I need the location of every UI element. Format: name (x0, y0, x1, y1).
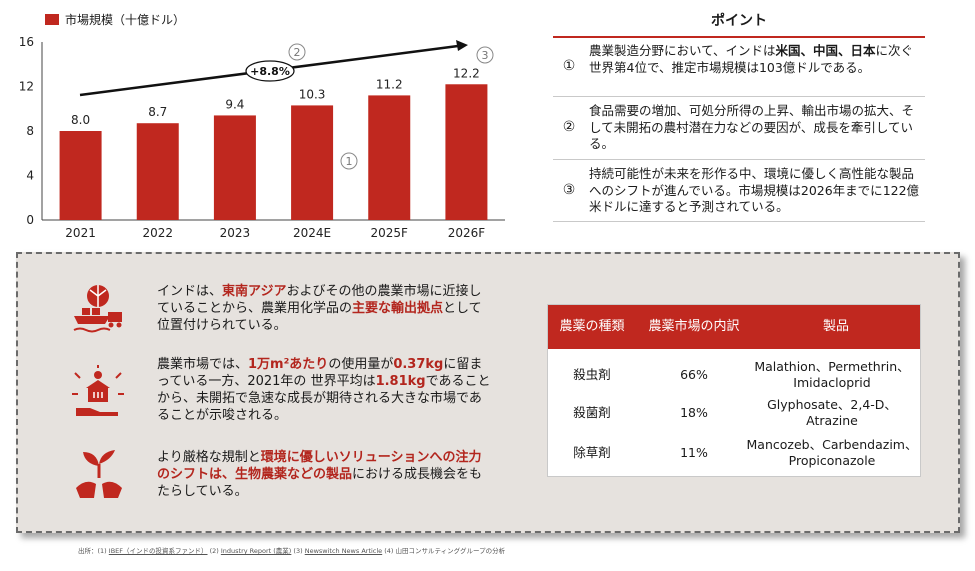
x-tick-label: 2022 (142, 226, 173, 240)
table-cell-share: 11% (680, 445, 708, 460)
export-ship-icon (73, 285, 122, 333)
pesticide-table: 農薬の種類 農薬市場の内訳 製品 殺虫剤 66% Malathion、Perme… (547, 304, 921, 477)
y-tick-label: 4 (26, 169, 34, 183)
insight-bullet-2: 農業市場では、1万m²あたりの使用量が0.37kgに留まっている一方、2021年… (157, 356, 492, 424)
bar (213, 115, 256, 220)
source-link-2[interactable]: Industry Report (農業) (220, 547, 292, 555)
table-header-type: 農薬の種類 (559, 319, 625, 334)
point-marker-circle (288, 43, 306, 61)
point-number: ① (562, 58, 576, 74)
bar (368, 95, 411, 220)
data-label: 8.0 (71, 113, 90, 127)
point-marker-number: 3 (482, 49, 489, 62)
market-growth-icon (72, 365, 124, 416)
y-tick-label: 16 (19, 35, 34, 49)
insight-bullet-1: インドは、東南アジアおよびその他の農業市場に近接していることから、農業用化学品の… (157, 283, 492, 334)
bar (445, 84, 488, 221)
table-cell-products: Mancozeb、Carbendazim、Propiconazole (746, 437, 918, 468)
data-label: 11.2 (376, 77, 403, 91)
table-cell-share: 66% (680, 367, 708, 382)
x-tick-label: 2025F (371, 226, 409, 240)
table-cell-share: 18% (680, 405, 708, 420)
table-header: 農薬の種類 農薬市場の内訳 製品 (548, 305, 920, 349)
source-link-3[interactable]: Newswitch News Article (304, 547, 383, 555)
table-header-share: 農薬市場の内訳 (648, 319, 740, 334)
highlight-text: 0.37kg (393, 357, 444, 372)
point-text: 食品需要の増加、可処分所得の上昇、輸出市場の拡大、そして未開拓の農村潜在力などの… (589, 103, 915, 151)
point-item-2: ② 食品需要の増加、可処分所得の上昇、輸出市場の拡大、そして未開拓の農村潜在力な… (553, 97, 925, 160)
highlight-text: 1.81kg (375, 374, 426, 389)
insight-bullet-3: より厳格な規制と環境に優しいソリューションへの注力のシフトは、生物農薬などの製品… (157, 449, 492, 500)
point-number: ③ (562, 182, 576, 198)
bullet-text: に留まっている一方、2021年の 世界平均は (157, 357, 483, 389)
highlight-text: 環境に優しいソリューションへの注力のシフトは、生物農薬などの製品 (157, 450, 482, 482)
y-tick-label: 0 (26, 213, 34, 227)
table-cell-type: 殺虫剤 (573, 367, 611, 382)
point-marker-circle (476, 46, 494, 64)
source-note: 出所：(1) IBEF（インドの投資系ファンド） (2) Industry Re… (78, 547, 506, 555)
table-cell-type: 殺菌剤 (573, 405, 611, 420)
y-tick-label: 12 (19, 80, 34, 94)
growth-rate-label: +8.8% (250, 65, 290, 78)
legend-label: 市場規模（十億ドル） (65, 13, 186, 27)
table-cell-products: Glyphosate、2,4-D、Atrazine (767, 397, 897, 428)
growth-arrowhead (456, 40, 468, 51)
x-tick-label: 2026F (448, 226, 486, 240)
table-header-products: 製品 (822, 319, 849, 334)
y-tick-label: 8 (26, 124, 34, 138)
legend-swatch (45, 14, 59, 25)
data-label: 12.2 (453, 66, 480, 80)
point-marker-number: 1 (346, 155, 353, 168)
bullet-text: であることから、未開拓で急速な成長が期待される大きな市場であることが示唆される。 (157, 374, 491, 423)
x-tick-label: 2024E (293, 226, 331, 240)
bullet-text: 農業市場では、 (157, 357, 249, 372)
chart-legend: 市場規模（十億ドル） (45, 11, 185, 28)
market-size-bar-chart: 04812168.020218.720229.4202310.32024E11.… (19, 35, 505, 240)
point-text: 持続可能性が未来を形作る中、環境に優しく高性能な製品へのシフトが進んでいる。市場… (589, 166, 920, 214)
point-marker-circle (340, 152, 358, 170)
bullet-text: より厳格な規制と (157, 450, 261, 465)
data-label: 8.7 (148, 105, 167, 119)
highlight-text: 主要な輸出拠点 (352, 301, 444, 316)
data-label: 9.4 (225, 97, 244, 111)
point-item-1: ① 農業製造分野において、インドは米国、中国、日本に次ぐ世界第4位で、推定市場規… (553, 38, 925, 97)
data-label: 10.3 (299, 87, 326, 101)
points-title: ポイント (711, 13, 767, 29)
bullet-text: およびその他の農業市場に近接していることから、農業用化学品の (157, 284, 482, 316)
eco-plant-icon (76, 450, 122, 498)
point-number: ② (562, 119, 576, 135)
bar (59, 131, 102, 220)
bullet-text: インドは、 (157, 284, 223, 299)
points-divider (553, 36, 925, 38)
table-cell-type: 除草剤 (573, 445, 611, 460)
bullet-text: の使用量が (328, 357, 394, 372)
bar (291, 105, 334, 220)
highlight-text: 1万m²あたり (248, 357, 329, 372)
x-tick-label: 2021 (65, 226, 96, 240)
bullet-text: における成長機会をもたらしている。 (157, 467, 483, 499)
point-text: 農業製造分野において、インドは米国、中国、日本に次ぐ世界第4位で、推定市場規模は… (589, 43, 914, 75)
point-item-3: ③ 持続可能性が未来を形作る中、環境に優しく高性能な製品へのシフトが進んでいる。… (553, 160, 925, 222)
x-tick-label: 2023 (220, 226, 251, 240)
source-link-1[interactable]: IBEF（インドの投資系ファンド） (108, 547, 208, 555)
highlight-text: 東南アジア (222, 284, 287, 299)
growth-badge (245, 60, 295, 82)
table-cell-products: Malathion、Permethrin、Imidacloprid (754, 359, 910, 390)
bullet-text: として位置付けられている。 (157, 301, 482, 333)
point-marker-number: 2 (294, 46, 301, 59)
bar (136, 123, 179, 220)
